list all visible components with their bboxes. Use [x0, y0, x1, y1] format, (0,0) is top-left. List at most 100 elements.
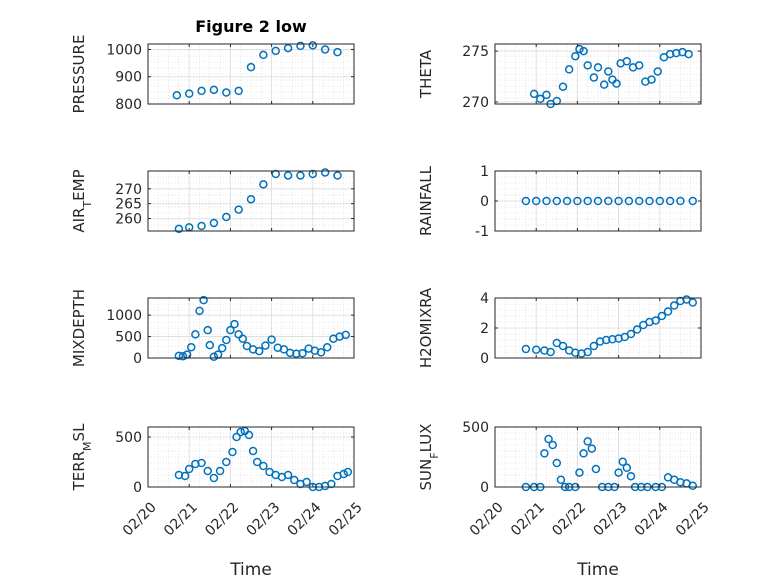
- data-point: [302, 477, 311, 487]
- axes-frame: [147, 43, 355, 105]
- data-point: [215, 466, 225, 476]
- data-point: [222, 88, 231, 97]
- data-point: [283, 470, 293, 480]
- data-point: [608, 335, 617, 344]
- subplot-6: 0 2 4 H2OMIXRA: [417, 287, 702, 368]
- data-point: [655, 196, 665, 206]
- y-tick-label: 265: [115, 197, 142, 213]
- data-point: [540, 449, 549, 458]
- data-point: [575, 468, 584, 477]
- x-axis-label: Time: [229, 560, 272, 580]
- data-point: [579, 449, 588, 458]
- data-point: [226, 325, 235, 335]
- data-point: [556, 475, 566, 485]
- data-point: [546, 347, 555, 357]
- data-point: [296, 41, 305, 51]
- data-point: [604, 196, 613, 206]
- data-point: [244, 430, 254, 440]
- data-point: [634, 61, 644, 70]
- y-tick-label: 0: [480, 194, 489, 210]
- data-point: [622, 463, 632, 473]
- data-point: [187, 343, 196, 352]
- data-point: [228, 447, 237, 457]
- data-point: [292, 349, 301, 358]
- data-point: [172, 91, 182, 100]
- data-point: [558, 82, 568, 91]
- data-point: [290, 475, 299, 485]
- data-point: [529, 89, 539, 99]
- x-tick-label: 02/22: [549, 499, 589, 539]
- data-point: [195, 306, 204, 316]
- data-point: [199, 295, 208, 305]
- data-point: [688, 196, 698, 206]
- data-point: [333, 47, 342, 57]
- data-point: [197, 86, 206, 96]
- data-point: [583, 61, 592, 70]
- data-point: [184, 464, 194, 474]
- y-tick-label: 0: [133, 351, 142, 367]
- subplot-1: 800 900 1000 PRESSURE: [70, 35, 355, 113]
- data-point: [209, 85, 219, 95]
- data-point: [238, 334, 248, 343]
- data-point: [591, 464, 601, 474]
- data-point: [575, 44, 584, 54]
- data-point: [583, 437, 592, 446]
- y-tick-label: 1: [480, 164, 489, 180]
- data-point: [604, 67, 613, 76]
- data-point: [614, 468, 623, 477]
- data-point: [246, 62, 256, 72]
- data-point: [234, 205, 243, 214]
- data-point: [246, 194, 256, 204]
- data-point: [271, 169, 280, 179]
- data-point: [634, 196, 644, 206]
- data-point: [657, 311, 667, 321]
- data-point: [587, 444, 597, 453]
- data-point: [234, 86, 243, 96]
- axes-frame: [147, 170, 355, 232]
- x-tick-label: 02/24: [285, 499, 325, 539]
- data-point: [259, 180, 268, 189]
- y-tick-label: 1000: [106, 42, 142, 58]
- data-point: [622, 57, 632, 66]
- y-axis-label: SUNFLUX: [417, 424, 441, 491]
- x-axis-label: Time: [576, 560, 619, 580]
- y-tick-label: 500: [115, 430, 142, 446]
- x-tick-label: 02/25: [673, 499, 713, 539]
- data-point: [688, 481, 698, 491]
- data-point: [544, 434, 553, 444]
- data-point: [608, 75, 617, 84]
- data-point: [632, 325, 642, 334]
- axes-frame: [147, 426, 355, 488]
- data-point: [209, 473, 219, 483]
- y-tick-label: 900: [115, 70, 142, 86]
- y-axis-label: RAINFALL: [417, 165, 435, 236]
- data-point: [536, 94, 545, 104]
- data-point: [209, 352, 219, 361]
- data-point: [645, 196, 654, 206]
- data-point: [279, 345, 289, 354]
- data-point: [552, 196, 562, 206]
- data-point: [343, 467, 353, 477]
- y-tick-label: 0: [480, 351, 489, 367]
- x-tick-label: 02/23: [590, 499, 630, 539]
- data-point: [308, 41, 318, 50]
- data-point: [339, 469, 348, 479]
- data-point: [593, 196, 603, 206]
- data-point: [283, 43, 293, 53]
- x-tick-label: 02/25: [326, 499, 366, 539]
- data-point: [180, 471, 190, 481]
- data-point: [320, 45, 330, 54]
- data-point: [618, 457, 627, 467]
- data-point: [589, 341, 599, 351]
- data-point: [298, 349, 307, 358]
- data-point: [548, 440, 557, 450]
- subplot-7: 0 500 TERRMSL 02/20 02/21 02/22 02/23 02/24 02/2…: [70, 423, 366, 580]
- data-point: [564, 65, 574, 74]
- data-point: [531, 345, 541, 354]
- data-point: [191, 330, 200, 339]
- y-tick-label: 275: [462, 44, 489, 60]
- data-point: [222, 457, 231, 467]
- data-point: [174, 351, 184, 361]
